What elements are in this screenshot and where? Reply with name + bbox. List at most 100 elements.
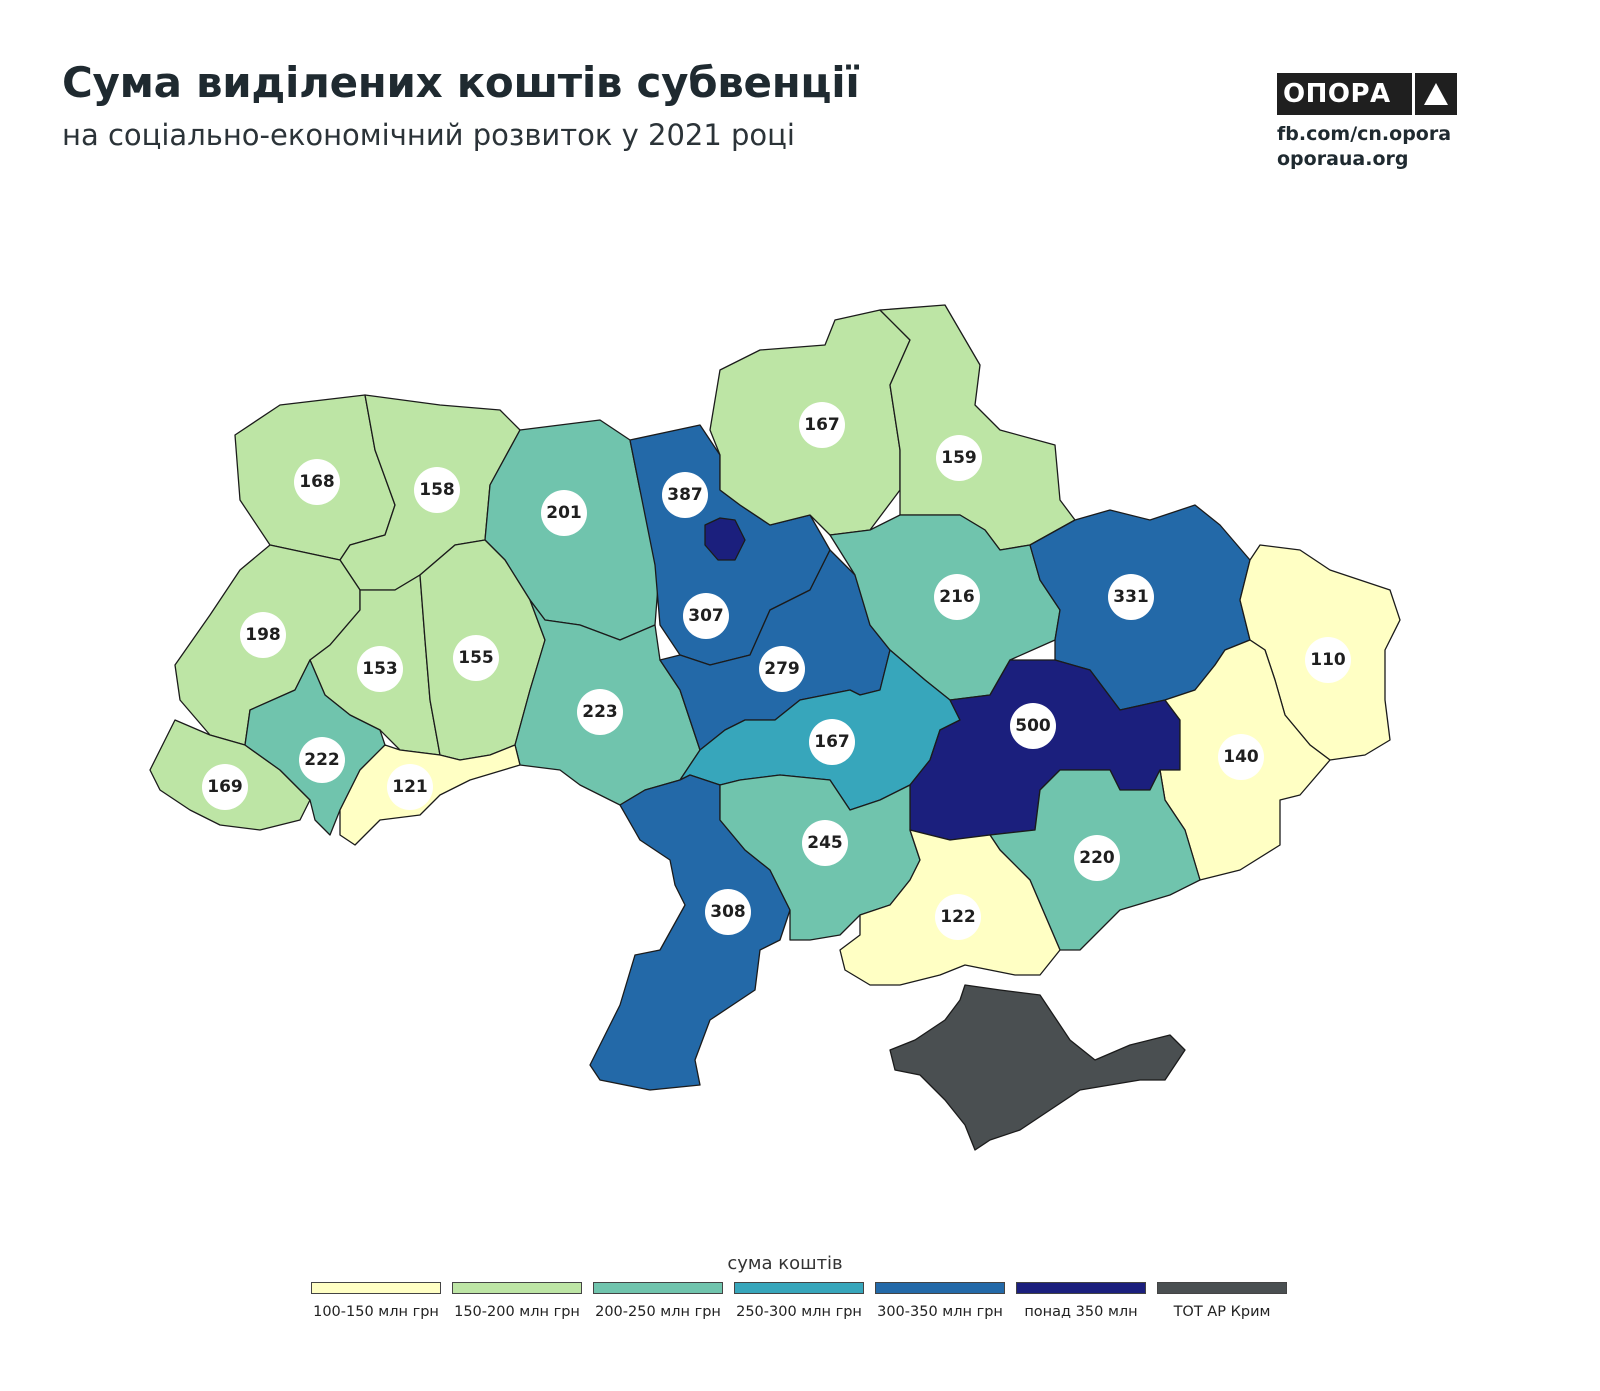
value-bubble-kherson: 122 [935,894,981,940]
legend-label: ТОТ АР Крим [1173,1304,1271,1320]
value-bubble-circle [683,593,729,639]
value-bubble-chernihiv: 167 [799,402,845,448]
legend-label: 150-200 млн грн [454,1304,580,1320]
value-bubble-vinnytsia: 223 [577,689,623,735]
page-title: Сума виділених коштів субвенції [62,58,860,107]
value-bubble-poltava: 216 [934,574,980,620]
value-label: 245 [807,833,843,853]
value-bubble-kirovohrad: 279 [759,646,805,692]
legend-label: 250-300 млн грн [736,1304,862,1320]
facebook-link[interactable]: fb.com/cn.opora [1277,123,1452,145]
value-bubble-lviv: 198 [240,612,286,658]
value-bubble-circle [936,435,982,481]
value-bubble-circle [240,612,286,658]
value-label: 122 [940,907,976,927]
legend-swatch [593,1282,723,1294]
value-label: 121 [392,777,428,797]
value-bubble-ternopil: 153 [357,646,403,692]
value-label: 222 [304,750,340,770]
legend-item: 300-350 млн грн [875,1282,1005,1320]
legend-item: 150-200 млн грн [452,1282,582,1320]
value-bubble-circle [705,889,751,935]
value-label: 279 [764,659,800,679]
triangle-icon [1415,73,1457,115]
value-bubble-zhytomyr: 201 [541,490,587,536]
legend-item: 250-300 млн грн [734,1282,864,1320]
logo-text: ОПОРА [1277,73,1412,115]
value-bubble-circle [294,459,340,505]
region-sumy[interactable] [879,304,1076,551]
value-bubble-circle [799,402,845,448]
value-bubble-circle [414,467,460,513]
value-bubble-circle [453,635,499,681]
value-label: 169 [207,777,243,797]
value-bubble-circle [387,764,433,810]
legend-item: ТОТ АР Крим [1157,1282,1287,1320]
value-bubble-circle [662,472,708,518]
page-subtitle: на соціально-економічний розвиток у 2021… [62,118,795,152]
value-bubble-zaporizhzhia: 220 [1074,835,1120,881]
legend-swatch [1157,1282,1287,1294]
value-label: 159 [941,448,977,468]
value-bubble-mykolaiv: 245 [802,820,848,866]
value-label: 140 [1223,747,1259,767]
legend-item: понад 350 млн [1016,1282,1146,1320]
opora-logo: ОПОРА [1277,73,1457,115]
legend-label: 100-150 млн грн [313,1304,439,1320]
legend-label: 300-350 млн грн [877,1304,1003,1320]
website-link[interactable]: oporaua.org [1277,148,1409,170]
value-label: 500 [1015,716,1051,736]
value-bubble-kyiv-oblast: 387 [662,472,708,518]
value-bubble-sumy: 159 [936,435,982,481]
value-bubble-donetsk: 140 [1218,734,1264,780]
value-label: 153 [362,659,398,679]
regions-layer [149,304,1401,1151]
value-bubble-rivne: 158 [414,467,460,513]
value-bubble-circle [759,646,805,692]
value-label: 110 [1310,650,1346,670]
value-bubble-chernivtsi: 121 [387,764,433,810]
value-label: 387 [667,485,703,505]
value-label: 158 [419,480,455,500]
value-bubble-circle [541,490,587,536]
legend-swatch [452,1282,582,1294]
value-label: 168 [299,472,335,492]
value-bubble-circle [1218,734,1264,780]
value-bubble-zakarpattia: 169 [202,764,248,810]
legend-swatch [1016,1282,1146,1294]
value-bubble-circle [202,764,248,810]
value-bubble-circle [1010,703,1056,749]
brand-block: ОПОРА fb.com/cn.opora oporaua.org [1277,73,1457,171]
value-label: 155 [458,648,494,668]
value-label: 223 [582,702,618,722]
value-bubble-circle [1074,835,1120,881]
value-label: 331 [1113,587,1149,607]
legend-title: сума коштів [727,1253,843,1274]
legend-label: 200-250 млн грн [595,1304,721,1320]
legend-label: понад 350 млн [1024,1304,1138,1320]
legend: 100-150 млн грн 150-200 млн грн 200-250 … [311,1282,1298,1320]
value-bubble-circle [299,737,345,783]
legend-item: 200-250 млн грн [593,1282,723,1320]
value-bubbles-layer: 168 158 201 387 167 159 198 153 155 223 307 216 331 1… [202,402,1351,940]
value-label: 167 [804,415,840,435]
value-bubble-circle [1305,637,1351,683]
legend-item: 100-150 млн грн [311,1282,441,1320]
value-label: 220 [1079,848,1115,868]
value-bubble-kharkiv: 331 [1108,574,1154,620]
value-bubble-circle [935,894,981,940]
region-crimea[interactable] [889,984,1186,1151]
legend-swatch [311,1282,441,1294]
value-bubble-kirovohrad-south: 167 [809,719,855,765]
region-kyiv-city[interactable] [704,517,746,561]
value-bubble-luhansk: 110 [1305,637,1351,683]
value-bubble-odesa: 308 [705,889,751,935]
value-bubble-volyn: 168 [294,459,340,505]
value-bubble-circle [934,574,980,620]
value-label: 216 [939,587,975,607]
ukraine-map: 168 158 201 387 167 159 198 153 155 223 307 216 331 1… [149,304,1401,1151]
value-label: 307 [688,606,724,626]
value-label: 201 [546,503,582,523]
value-label: 167 [814,732,850,752]
value-bubble-circle [802,820,848,866]
